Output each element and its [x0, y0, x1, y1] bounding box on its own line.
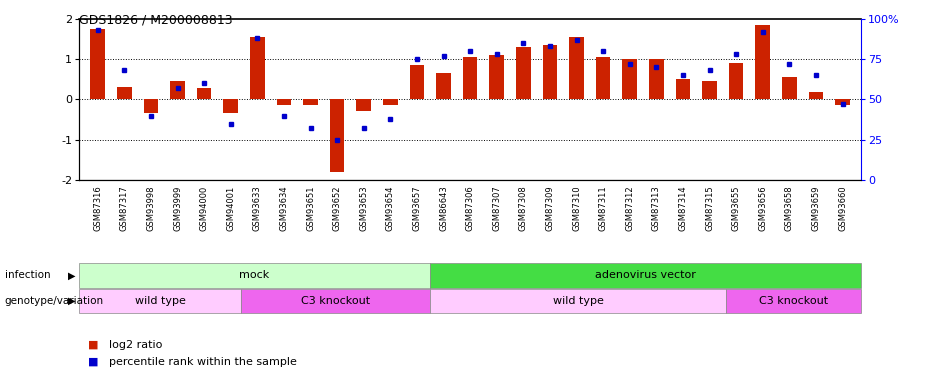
Text: ▶: ▶ [68, 296, 75, 306]
Text: genotype/variation: genotype/variation [5, 296, 103, 306]
Text: infection: infection [5, 270, 50, 280]
Bar [430, 263, 861, 288]
Bar [143, 99, 158, 114]
Text: GSM93658: GSM93658 [785, 185, 794, 231]
Bar [596, 57, 611, 99]
Text: GSM93654: GSM93654 [385, 185, 395, 231]
Text: ▶: ▶ [68, 270, 75, 280]
Text: C3 knockout: C3 knockout [301, 296, 370, 306]
Text: adenovirus vector: adenovirus vector [595, 270, 695, 280]
Bar [649, 59, 664, 99]
Bar [755, 25, 770, 99]
Bar [702, 81, 717, 99]
Text: GSM93655: GSM93655 [732, 185, 741, 231]
Text: wild type: wild type [553, 296, 603, 306]
Bar [543, 45, 558, 99]
Text: GSM87308: GSM87308 [519, 185, 528, 231]
Bar [729, 63, 744, 99]
Text: GSM87306: GSM87306 [466, 185, 475, 231]
Text: percentile rank within the sample: percentile rank within the sample [109, 357, 297, 367]
Bar [196, 88, 211, 99]
Bar [223, 99, 238, 114]
Bar [463, 57, 478, 99]
Bar [809, 92, 823, 99]
Bar [569, 37, 584, 99]
Text: GSM94001: GSM94001 [226, 185, 236, 231]
Bar [676, 79, 690, 99]
Bar [90, 29, 105, 99]
Text: GSM93999: GSM93999 [173, 185, 182, 231]
Text: GSM87309: GSM87309 [546, 185, 555, 231]
Bar [516, 47, 531, 99]
Text: GSM93653: GSM93653 [359, 185, 369, 231]
Bar [79, 289, 241, 313]
Text: ■: ■ [88, 357, 99, 367]
Bar [117, 87, 131, 99]
Text: C3 knockout: C3 knockout [759, 296, 829, 306]
Text: GSM93657: GSM93657 [412, 185, 422, 231]
Bar [330, 99, 344, 172]
Bar [383, 99, 398, 105]
Text: GDS1826 / M200008813: GDS1826 / M200008813 [79, 13, 233, 26]
Bar [782, 77, 797, 99]
Bar [79, 263, 430, 288]
Bar [241, 289, 430, 313]
Text: GSM87316: GSM87316 [93, 185, 102, 231]
Text: wild type: wild type [135, 296, 185, 306]
Text: GSM93998: GSM93998 [146, 185, 155, 231]
Bar [357, 99, 371, 111]
Bar [623, 59, 637, 99]
Text: GSM86643: GSM86643 [439, 185, 448, 231]
Text: log2 ratio: log2 ratio [109, 340, 162, 350]
Bar [304, 99, 317, 105]
Bar [170, 81, 185, 99]
Text: GSM87312: GSM87312 [626, 185, 634, 231]
Bar [277, 99, 291, 105]
Text: GSM94000: GSM94000 [199, 185, 209, 231]
Text: GSM93633: GSM93633 [253, 185, 262, 231]
Text: GSM93656: GSM93656 [758, 185, 767, 231]
Text: GSM93652: GSM93652 [332, 185, 342, 231]
Text: mock: mock [239, 270, 270, 280]
Text: GSM93634: GSM93634 [279, 185, 289, 231]
Text: GSM87313: GSM87313 [652, 185, 661, 231]
Text: GSM93659: GSM93659 [812, 185, 820, 231]
Bar [835, 99, 850, 105]
Bar [250, 37, 264, 99]
Text: GSM87317: GSM87317 [120, 185, 128, 231]
Bar [437, 73, 451, 99]
Text: GSM87307: GSM87307 [492, 185, 501, 231]
Text: GSM87314: GSM87314 [679, 185, 687, 231]
Text: GSM87310: GSM87310 [572, 185, 581, 231]
Text: GSM87311: GSM87311 [599, 185, 608, 231]
Bar [490, 55, 504, 99]
Text: GSM93660: GSM93660 [838, 185, 847, 231]
Bar [410, 65, 425, 99]
Text: GSM93651: GSM93651 [306, 185, 315, 231]
Bar [726, 289, 861, 313]
Bar [430, 289, 726, 313]
Text: ■: ■ [88, 340, 99, 350]
Text: GSM87315: GSM87315 [705, 185, 714, 231]
